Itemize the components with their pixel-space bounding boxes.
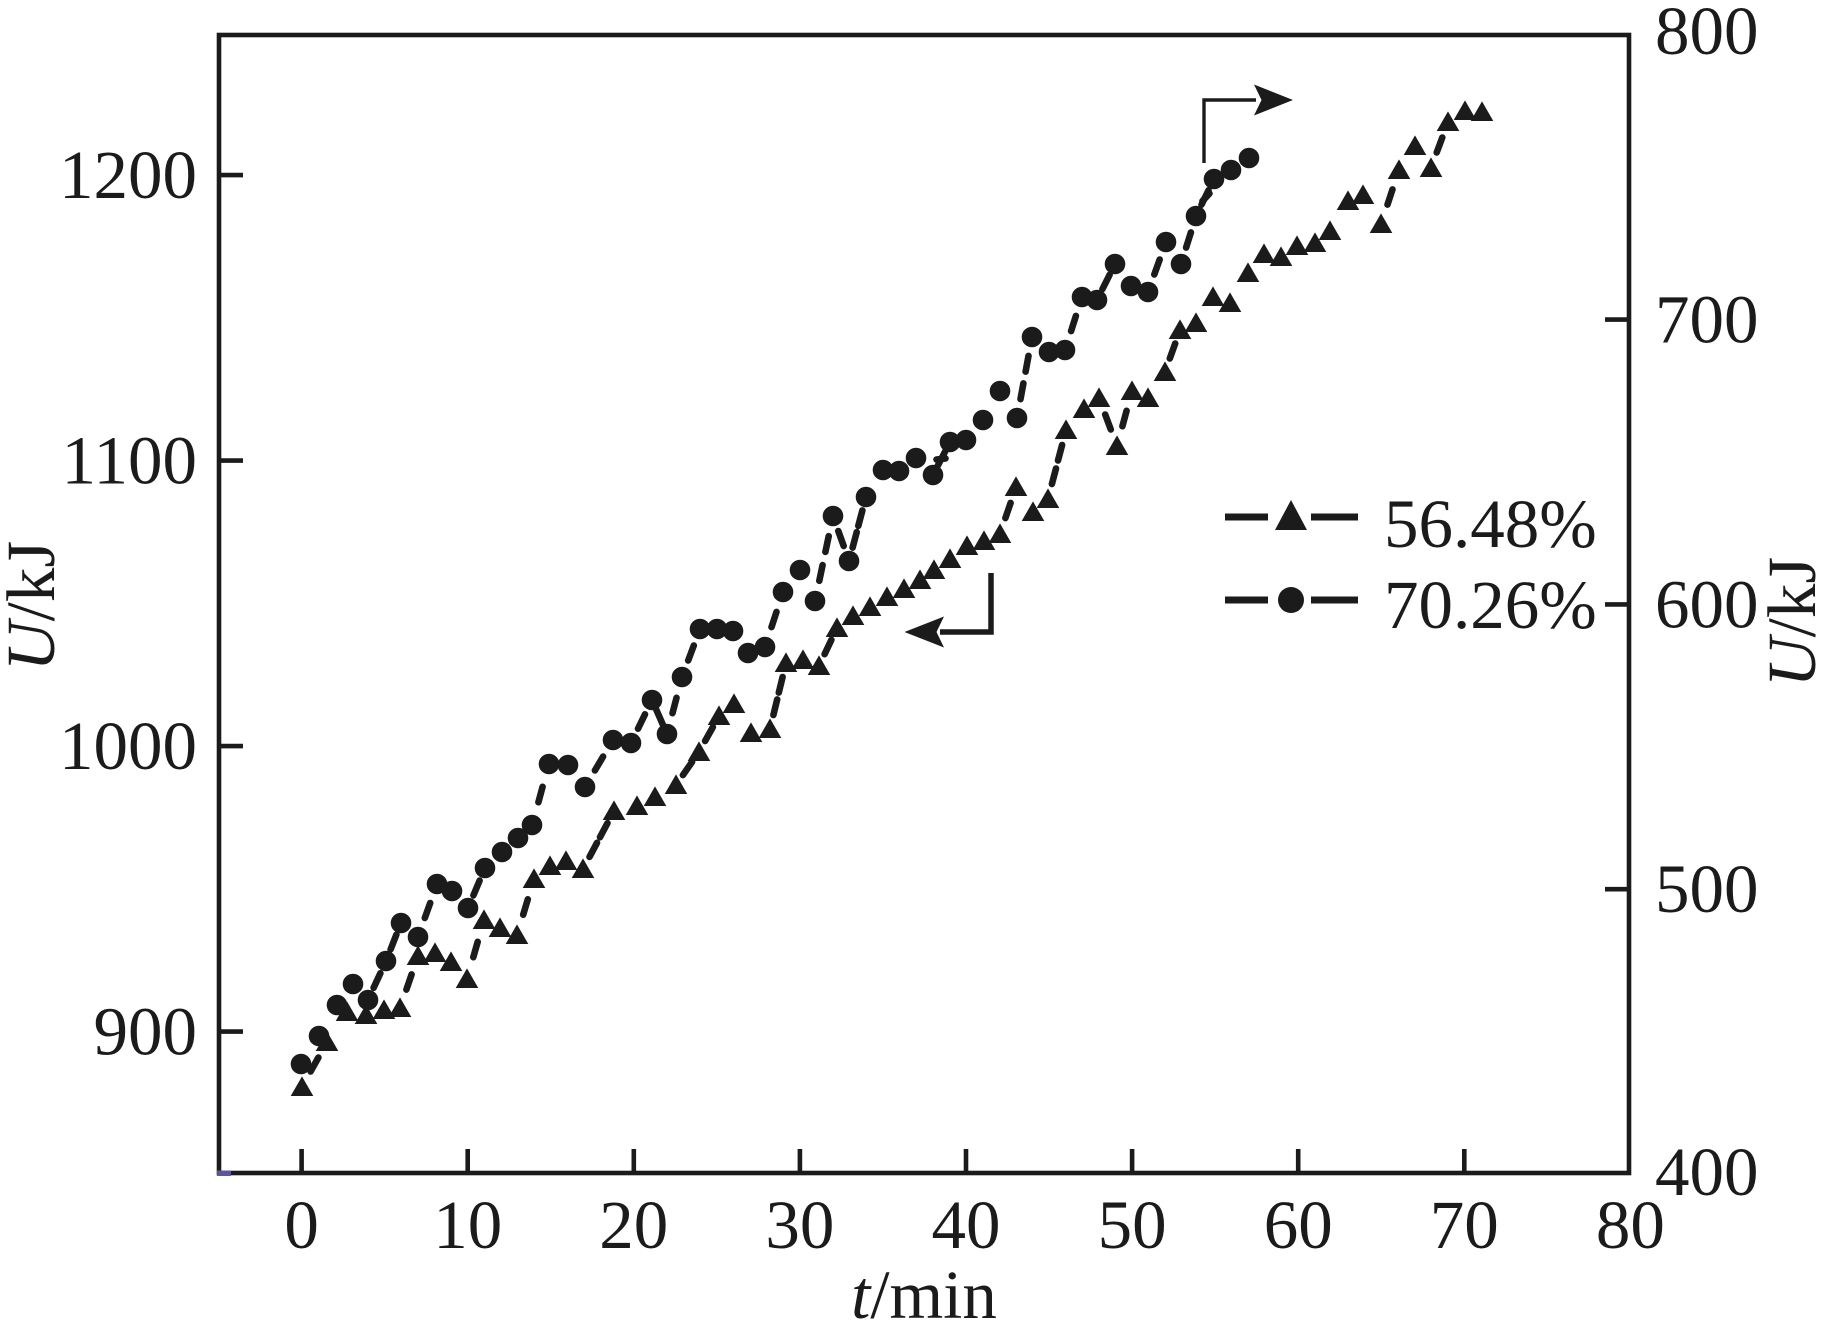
svg-text:400: 400 [1655,1134,1759,1210]
svg-text:70: 70 [1430,1187,1499,1263]
svg-text:20: 20 [599,1187,668,1263]
svg-text:70.26%: 70.26% [1384,567,1597,643]
svg-text:10: 10 [433,1187,502,1263]
svg-text:t/min: t/min [851,1257,997,1332]
svg-text:800: 800 [1655,0,1759,69]
svg-text:56.48%: 56.48% [1384,486,1597,562]
svg-text:30: 30 [765,1187,834,1263]
svg-text:40: 40 [932,1187,1001,1263]
svg-text:0: 0 [284,1187,319,1263]
svg-text:U/kJ: U/kJ [0,541,69,671]
svg-text:U/kJ: U/kJ [1754,557,1830,687]
svg-text:1100: 1100 [62,423,197,499]
svg-text:50: 50 [1098,1187,1167,1263]
svg-text:600: 600 [1655,566,1759,642]
svg-text:1000: 1000 [59,708,197,784]
svg-text:80: 80 [1596,1187,1665,1263]
svg-text:900: 900 [94,994,198,1070]
svg-text:500: 500 [1655,851,1759,927]
svg-text:1200: 1200 [59,137,197,213]
svg-text:700: 700 [1655,282,1759,358]
svg-text:60: 60 [1264,1187,1333,1263]
